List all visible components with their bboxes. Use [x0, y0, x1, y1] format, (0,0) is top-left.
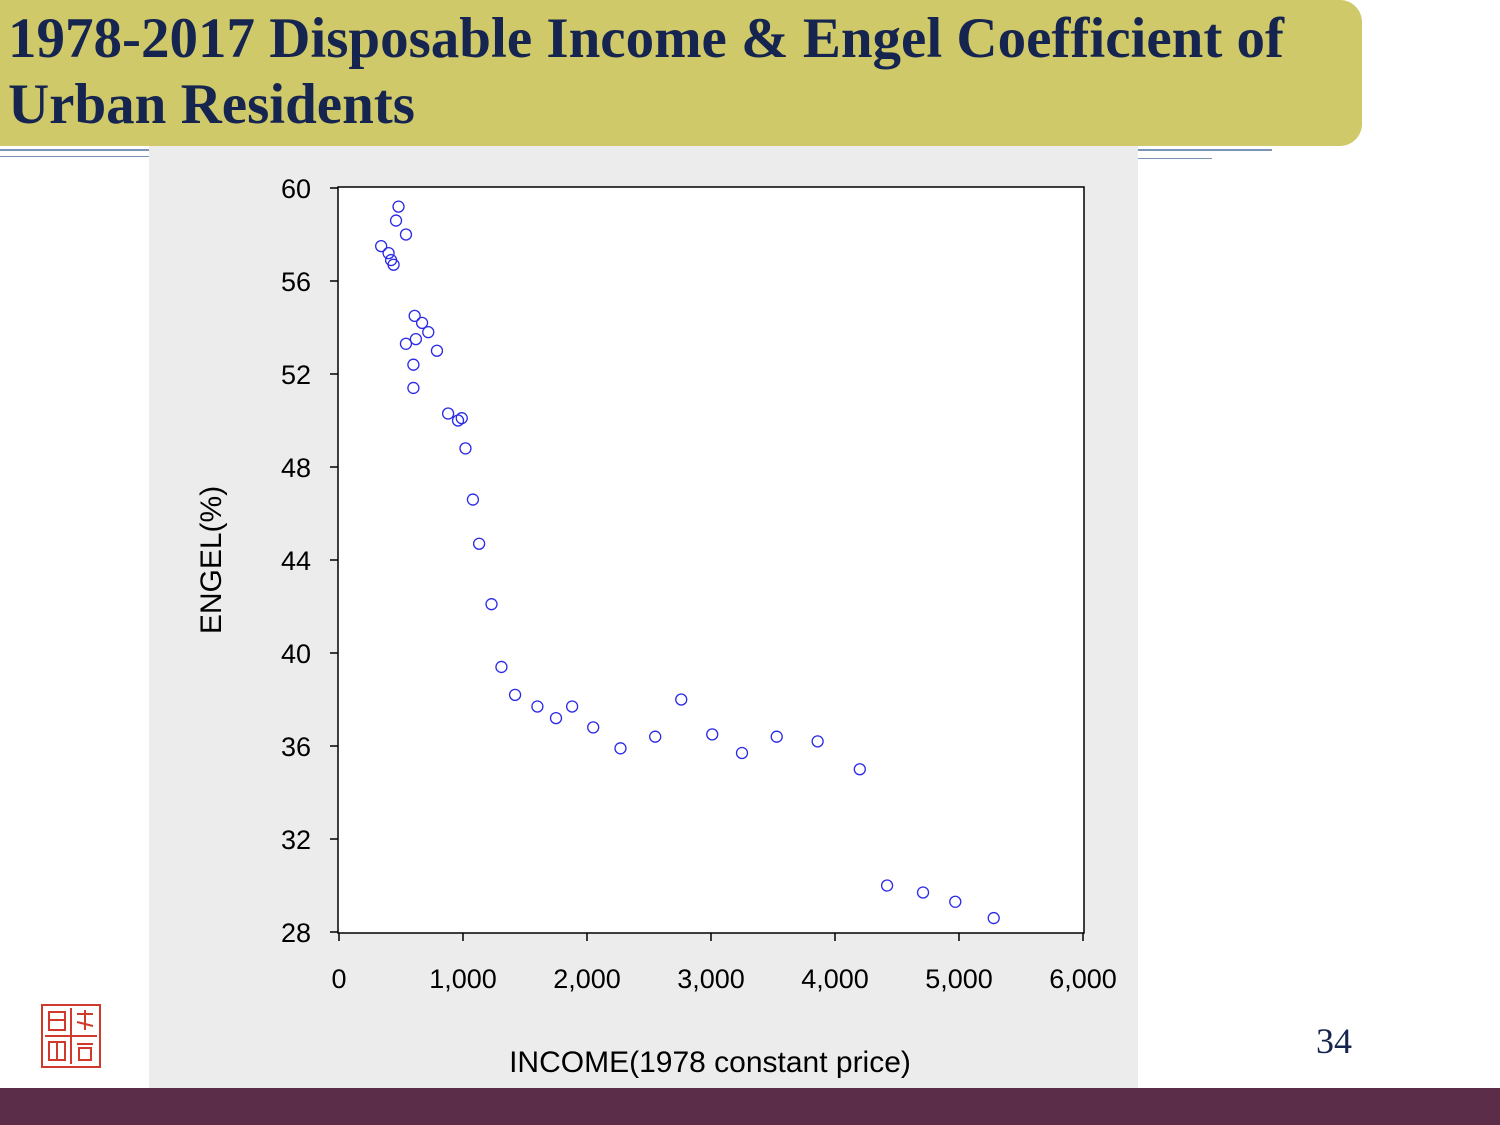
x-tick-label: 5,000: [925, 964, 993, 994]
data-point: [399, 228, 413, 241]
plot-area: [337, 186, 1085, 934]
y-tick-label: 40: [281, 639, 311, 669]
data-point: [770, 730, 783, 743]
x-tick-label: 4,000: [801, 964, 869, 994]
y-tick-label: 44: [281, 546, 311, 576]
data-point: [466, 493, 480, 506]
data-point: [495, 660, 508, 674]
scatter-chart: 28 32 36 40 44 48 52 56 60 0 1,000 2,000 3,000 4,000…: [195, 174, 1117, 1079]
data-point: [415, 316, 429, 330]
x-axis-label: INCOME(1978 constant price): [509, 1046, 911, 1079]
data-point: [399, 337, 413, 350]
data-point: [472, 537, 486, 550]
seal-logo-icon: [41, 1004, 101, 1068]
data-point: [675, 693, 688, 706]
footer-bar: [0, 1088, 1500, 1125]
y-tick-label: 48: [281, 453, 311, 483]
data-point: [422, 325, 435, 339]
data-point: [430, 344, 444, 357]
y-tick-label: 52: [281, 360, 311, 390]
slide-title: 1978-2017 Disposable Income & Engel Coef…: [8, 7, 1285, 136]
y-tick-label: 36: [281, 732, 311, 762]
data-point: [408, 309, 421, 323]
x-tick-label: 6,000: [1049, 964, 1117, 994]
y-tick-label: 32: [281, 825, 311, 855]
data-point: [508, 688, 522, 701]
data-point: [706, 728, 719, 741]
data-point: [455, 412, 468, 425]
data-point: [549, 711, 563, 725]
data-point: [987, 911, 1000, 925]
data-point: [375, 239, 388, 253]
chart-panel: 28 32 36 40 44 48 52 56 60 0 1,000 2,000 3,000 4,000…: [149, 146, 1138, 1090]
data-point: [389, 214, 403, 227]
data-point: [649, 730, 662, 743]
y-axis-label: ENGEL(%): [195, 486, 228, 634]
data-point: [392, 200, 405, 213]
data-point: [587, 721, 600, 734]
data-point: [409, 332, 423, 346]
x-tick-label: 1,000: [429, 964, 497, 994]
x-tick-label: 0: [331, 964, 346, 994]
page-number: 34: [1316, 1021, 1352, 1061]
data-point: [459, 442, 472, 455]
data-point: [382, 246, 395, 260]
header-rule-left-2: [0, 156, 149, 157]
data-point: [387, 258, 400, 271]
header-rule-left: [0, 149, 149, 151]
data-point: [811, 735, 824, 748]
y-tick-label: 60: [281, 174, 311, 204]
data-point: [614, 742, 627, 755]
x-tick-label: 2,000: [553, 964, 621, 994]
data-point: [949, 895, 962, 908]
header-rule-right-2: [1138, 158, 1212, 159]
data-point: [441, 407, 455, 420]
y-tick-label: 56: [281, 267, 311, 297]
data-point: [853, 763, 866, 776]
data-point: [407, 358, 420, 371]
data-point: [407, 381, 420, 395]
data-point: [531, 700, 544, 713]
header-rule-right: [1138, 149, 1272, 151]
y-tick-label: 28: [281, 918, 311, 948]
data-point: [916, 886, 930, 899]
x-tick-label: 3,000: [677, 964, 745, 994]
data-point: [735, 746, 749, 760]
data-point: [485, 598, 498, 611]
title-banner: 1978-2017 Disposable Income & Engel Coef…: [0, 0, 1362, 146]
data-point: [565, 700, 579, 713]
data-point: [880, 879, 894, 892]
